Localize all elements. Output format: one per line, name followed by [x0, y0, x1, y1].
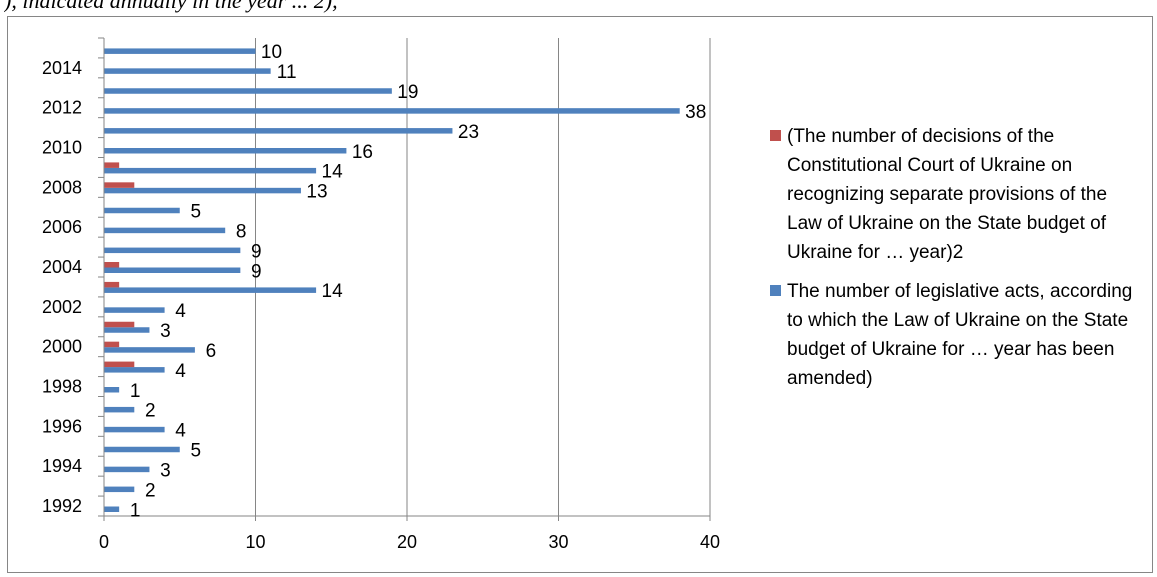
- legend-item-legislative-acts: The number of legislative acts, accordin…: [770, 277, 1140, 393]
- data-label-1997: 2: [145, 401, 156, 422]
- legend-label-court-decisions: (The number of decisions of the Constitu…: [787, 126, 1108, 263]
- bar-legislative-acts-2000: [104, 347, 195, 353]
- y-tick-label-2004: 2004: [42, 257, 82, 277]
- bar-legislative-acts-2001: [104, 327, 150, 333]
- data-label-1999: 4: [175, 361, 186, 382]
- data-label-2014: 11: [277, 62, 297, 83]
- data-label-2004: 9: [251, 261, 262, 282]
- chart-legend: (The number of decisions of the Constitu…: [770, 122, 1140, 403]
- legend-label-legislative-acts: The number of legislative acts, accordin…: [787, 281, 1133, 389]
- y-tick-label-1996: 1996: [42, 416, 82, 436]
- data-label-1993: 2: [145, 480, 156, 501]
- bars: [104, 48, 680, 512]
- bar-court-decisions-2004: [104, 262, 120, 268]
- bar-legislative-acts-2004: [104, 267, 241, 273]
- bar-court-decisions-2008: [104, 182, 135, 188]
- x-tick-label-10: 10: [245, 532, 265, 552]
- clipped-caption-text: ), indicated annually in the year ... 2)…: [4, 0, 338, 13]
- data-label-2002: 4: [175, 301, 186, 322]
- data-label-2006: 8: [236, 221, 247, 242]
- y-tick-label-2014: 2014: [42, 58, 82, 78]
- data-label-2000: 6: [206, 341, 217, 362]
- bar-legislative-acts-2005: [104, 247, 241, 254]
- data-label-1994: 3: [160, 460, 171, 481]
- bar-court-decisions-1999: [104, 361, 135, 368]
- data-label-2011: 23: [458, 122, 479, 143]
- data-label-1996: 4: [175, 421, 186, 442]
- y-tick-label-2006: 2006: [42, 217, 82, 237]
- bar-legislative-acts-2002: [104, 307, 165, 313]
- axes: [98, 37, 711, 521]
- bar-legislative-acts-1996: [104, 426, 165, 433]
- legend-swatch-red: [770, 130, 781, 141]
- y-tick-label-2010: 2010: [42, 138, 82, 158]
- bar-legislative-acts-1999: [104, 367, 165, 373]
- labels: 0 10 20 30 401199223199454199621199846200034…: [42, 42, 720, 552]
- data-label-2010: 16: [352, 142, 373, 163]
- data-label-1992: 1: [130, 500, 141, 521]
- y-tick-label-1992: 1992: [42, 496, 82, 516]
- x-tick-label-40: 40: [700, 532, 720, 552]
- bar-legislative-acts-2007: [104, 207, 180, 214]
- data-label-2007: 5: [190, 202, 201, 223]
- x-tick-label-30: 30: [548, 532, 568, 552]
- y-tick-label-1994: 1994: [42, 456, 82, 476]
- bar-legislative-acts-2003: [104, 287, 317, 293]
- data-label-2005: 9: [251, 241, 262, 262]
- legend-item-court-decisions: (The number of decisions of the Constitu…: [770, 122, 1140, 267]
- data-label-1998: 1: [130, 381, 141, 402]
- bar-legislative-acts-1998: [104, 387, 120, 393]
- data-label-2008: 13: [306, 182, 327, 203]
- bar-legislative-acts-1997: [104, 406, 135, 413]
- bar-legislative-acts-2008: [104, 187, 301, 194]
- x-tick-label-20: 20: [397, 532, 417, 552]
- legend-swatch-blue: [770, 285, 781, 296]
- bar-court-decisions-2001: [104, 321, 135, 328]
- data-label-2012: 38: [685, 102, 706, 123]
- bar-legislative-acts-1992: [104, 506, 120, 512]
- bar-legislative-acts-2009: [104, 167, 317, 174]
- y-tick-label-2000: 2000: [42, 337, 82, 357]
- y-tick-label-2012: 2012: [42, 98, 82, 118]
- bar-legislative-acts-2015: [104, 48, 256, 54]
- bar-legislative-acts-2014: [104, 68, 271, 74]
- bar-legislative-acts-2012: [104, 108, 680, 114]
- gridlines: [255, 38, 711, 516]
- y-tick-label-2002: 2002: [42, 297, 82, 317]
- x-tick-label-0: 0: [99, 532, 109, 552]
- bar-court-decisions-2009: [104, 162, 120, 168]
- y-tick-label-1998: 1998: [42, 377, 82, 397]
- data-label-2015: 10: [261, 42, 282, 63]
- bar-court-decisions-2003: [104, 281, 120, 288]
- bar-legislative-acts-2006: [104, 227, 226, 234]
- bar-court-decisions-2000: [104, 341, 120, 348]
- data-label-2003: 14: [322, 281, 344, 302]
- data-label-2013: 19: [397, 82, 418, 103]
- y-tick-label-2008: 2008: [42, 177, 82, 197]
- bar-legislative-acts-2013: [104, 88, 392, 94]
- data-label-2009: 14: [322, 162, 344, 183]
- data-label-2001: 3: [160, 321, 171, 342]
- data-label-1995: 5: [190, 441, 201, 462]
- bar-legislative-acts-1993: [104, 486, 135, 493]
- bar-legislative-acts-1994: [104, 466, 150, 473]
- bar-legislative-acts-2010: [104, 148, 347, 154]
- bar-legislative-acts-2011: [104, 128, 453, 134]
- bar-legislative-acts-1995: [104, 446, 180, 453]
